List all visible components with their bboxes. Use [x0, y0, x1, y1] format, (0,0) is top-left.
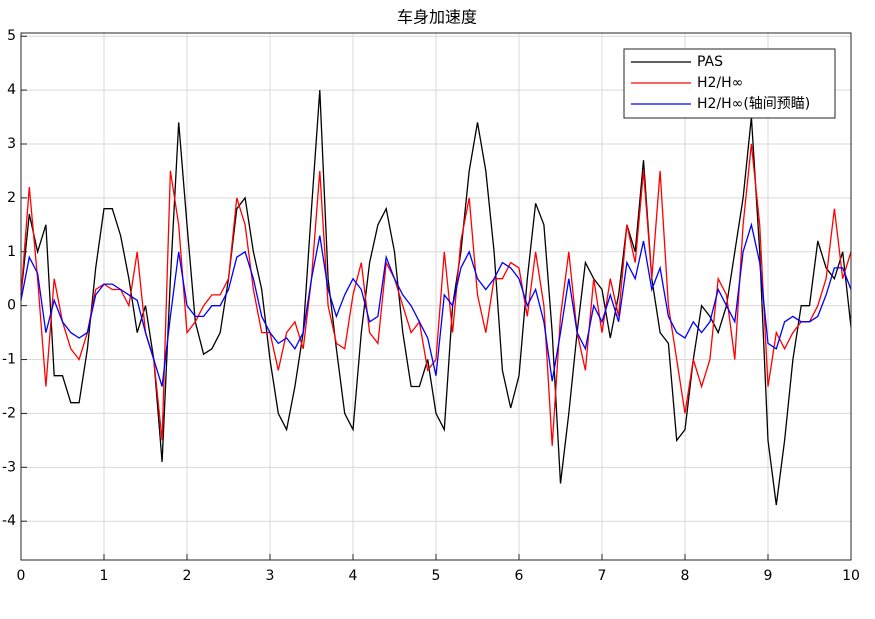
chart-title: 车身加速度: [397, 8, 477, 27]
y-tick-label: 4: [7, 82, 16, 98]
y-tick-label: 2: [7, 190, 16, 206]
x-tick-label: 2: [183, 568, 192, 584]
y-tick-label: -3: [2, 459, 16, 475]
y-tick-label: 3: [7, 136, 16, 152]
legend-label: H2/H∞(轴间预瞄): [697, 96, 810, 112]
series-line: [20, 90, 852, 506]
x-tick-label: 4: [349, 568, 358, 584]
x-tick-label: 3: [266, 568, 275, 584]
x-tick-label: 9: [764, 568, 773, 584]
legend-label: H2/H∞: [697, 75, 743, 91]
x-tick-label: 6: [515, 568, 524, 584]
y-tick-label: 0: [7, 298, 16, 314]
x-tick-label: 5: [432, 568, 441, 584]
legend-label: PAS: [697, 54, 723, 70]
series-line: [20, 143, 852, 446]
y-tick-label: -1: [2, 352, 16, 368]
y-tick-label: 5: [7, 28, 16, 44]
y-tick-label: 1: [7, 244, 16, 260]
plot-frame: [20, 32, 852, 561]
series-line: [20, 222, 852, 387]
y-tick-label: -2: [2, 405, 16, 421]
x-tick-label: 0: [17, 568, 26, 584]
x-tick-label: 10: [842, 568, 860, 584]
y-tick-label: -4: [2, 513, 16, 529]
x-tick-label: 8: [681, 568, 690, 584]
x-tick-label: 1: [100, 568, 109, 584]
x-tick-label: 7: [598, 568, 607, 584]
